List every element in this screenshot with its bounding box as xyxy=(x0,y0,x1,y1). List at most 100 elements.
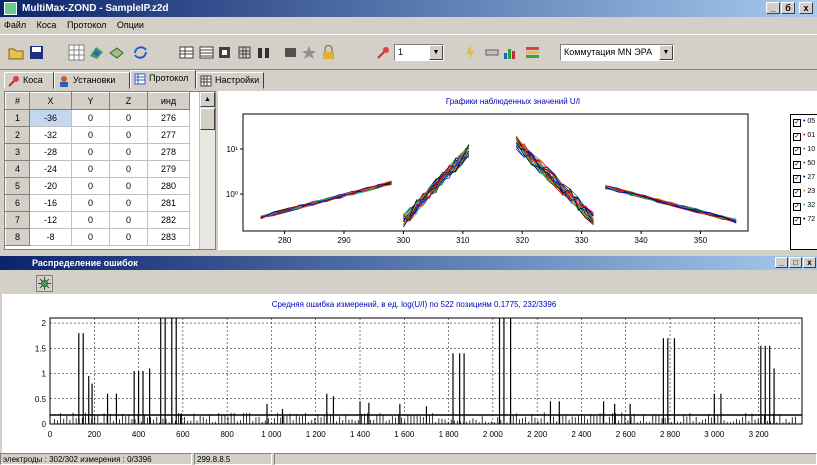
cell-y[interactable]: 0 xyxy=(71,109,110,127)
minimize-button[interactable]: _ xyxy=(766,2,780,14)
close-button[interactable]: x xyxy=(799,2,813,14)
cell-x[interactable]: -8 xyxy=(29,228,72,246)
palette-icon[interactable] xyxy=(524,44,541,61)
error-minimize-button[interactable]: _ xyxy=(775,257,788,268)
cell-index[interactable]: 2 xyxy=(5,126,30,144)
table-row[interactable]: 4 -24 0 0 279 xyxy=(5,160,190,178)
settings-gear-icon[interactable] xyxy=(36,275,53,292)
legend-item[interactable]: ✓ • 72 xyxy=(791,213,817,227)
cell-index[interactable]: 8 xyxy=(5,228,30,246)
cell-index[interactable]: 5 xyxy=(5,177,30,195)
binoculars-icon[interactable] xyxy=(255,44,272,61)
legend-item[interactable]: ✓ • 50 xyxy=(791,157,817,171)
lock-icon[interactable] xyxy=(320,44,337,61)
cell-ind[interactable]: 281 xyxy=(147,194,190,212)
cell-x[interactable]: -24 xyxy=(29,160,72,178)
cell-ind[interactable]: 280 xyxy=(147,177,190,195)
cell-z[interactable]: 0 xyxy=(109,126,148,144)
legend-checkbox[interactable]: ✓ xyxy=(793,119,801,127)
cell-x[interactable]: -28 xyxy=(29,143,72,161)
legend-checkbox[interactable]: ✓ xyxy=(793,175,801,183)
table-row[interactable]: 5 -20 0 0 280 xyxy=(5,177,190,195)
star-icon[interactable] xyxy=(301,44,318,61)
grid-toggle-icon[interactable] xyxy=(68,44,85,61)
cell-z[interactable]: 0 xyxy=(109,194,148,212)
table-row[interactable]: 8 -8 0 0 283 xyxy=(5,228,190,246)
cell-ind[interactable]: 276 xyxy=(147,109,190,127)
cell-ind[interactable]: 278 xyxy=(147,143,190,161)
tab-kosa[interactable]: Коса xyxy=(4,72,54,89)
tab-protocol[interactable]: Протокол xyxy=(130,70,196,89)
cell-y[interactable]: 0 xyxy=(71,194,110,212)
legend-item[interactable]: ✓ • 27 xyxy=(791,171,817,185)
table-alt-icon[interactable] xyxy=(198,44,215,61)
col-header-x[interactable]: X xyxy=(29,92,72,110)
table-row[interactable]: 6 -16 0 0 281 xyxy=(5,194,190,212)
cell-index[interactable]: 1 xyxy=(5,109,30,127)
cell-x[interactable]: -20 xyxy=(29,177,72,195)
protocol-table[interactable]: # X Y Z инд 1 -36 0 0 276 2 -32 0 0 277 3 -28 0 0 278 4… xyxy=(4,91,216,250)
scrollbar-thumb[interactable] xyxy=(200,108,215,130)
error-close-button[interactable]: x xyxy=(803,257,816,268)
col-header-y[interactable]: Y xyxy=(71,92,110,110)
table-row[interactable]: 7 -12 0 0 282 xyxy=(5,211,190,229)
cell-y[interactable]: 0 xyxy=(71,211,110,229)
legend-item[interactable]: ✓ • 01 xyxy=(791,129,817,143)
legend-checkbox[interactable]: ✓ xyxy=(793,203,801,211)
legend-checkbox[interactable]: ✓ xyxy=(793,133,801,141)
cell-x[interactable]: -32 xyxy=(29,126,72,144)
table-scrollbar[interactable]: ▲ xyxy=(199,92,215,249)
maximize-button[interactable]: б xyxy=(781,2,795,14)
legend-checkbox[interactable]: ✓ xyxy=(793,147,801,155)
cell-y[interactable]: 0 xyxy=(71,228,110,246)
col-header-index[interactable]: # xyxy=(5,92,30,110)
chevron-down-icon[interactable]: ▼ xyxy=(659,45,673,60)
cell-index[interactable]: 6 xyxy=(5,194,30,212)
block-icon[interactable] xyxy=(282,44,299,61)
cell-z[interactable]: 0 xyxy=(109,177,148,195)
commutation-combo[interactable]: Коммутация MN ЭРА ▼ xyxy=(560,44,674,61)
legend-checkbox[interactable]: ✓ xyxy=(793,161,801,169)
cell-x[interactable]: -16 xyxy=(29,194,72,212)
tab-installations[interactable]: Установки xyxy=(54,72,130,89)
cell-y[interactable]: 0 xyxy=(71,160,110,178)
grid-icon[interactable] xyxy=(236,44,253,61)
cell-y[interactable]: 0 xyxy=(71,177,110,195)
cell-index[interactable]: 4 xyxy=(5,160,30,178)
cell-ind[interactable]: 279 xyxy=(147,160,190,178)
legend-item[interactable]: ✓ • 32 xyxy=(791,199,817,213)
table-row[interactable]: 1 -36 0 0 276 xyxy=(5,109,190,127)
cell-z[interactable]: 0 xyxy=(109,228,148,246)
cell-z[interactable]: 0 xyxy=(109,160,148,178)
layers-icon[interactable] xyxy=(108,44,125,61)
cell-y[interactable]: 0 xyxy=(71,143,110,161)
refresh-icon[interactable] xyxy=(132,44,149,61)
error-maximize-button[interactable]: □ xyxy=(789,257,802,268)
electrode-pin-icon[interactable] xyxy=(375,44,392,61)
table-row[interactable]: 2 -32 0 0 277 xyxy=(5,126,190,144)
map-3d-icon[interactable] xyxy=(88,44,105,61)
legend-item[interactable]: ✓ • 23 xyxy=(791,185,817,199)
chevron-down-icon[interactable]: ▼ xyxy=(429,45,443,60)
scroll-up-icon[interactable]: ▲ xyxy=(200,92,215,107)
cell-index[interactable]: 3 xyxy=(5,143,30,161)
cell-y[interactable]: 0 xyxy=(71,126,110,144)
tab-settings[interactable]: Настройки xyxy=(196,72,264,89)
columns-icon[interactable] xyxy=(216,44,233,61)
menu-options[interactable]: Опции xyxy=(116,20,144,30)
menu-kosa[interactable]: Коса xyxy=(36,20,57,30)
cell-ind[interactable]: 277 xyxy=(147,126,190,144)
table-row[interactable]: 3 -28 0 0 278 xyxy=(5,143,190,161)
save-icon[interactable] xyxy=(28,44,45,61)
legend-item[interactable]: ✓ • 05 xyxy=(791,115,817,129)
table-icon[interactable] xyxy=(178,44,195,61)
cell-z[interactable]: 0 xyxy=(109,211,148,229)
legend-checkbox[interactable]: ✓ xyxy=(793,189,801,197)
cell-x[interactable]: -36 xyxy=(29,109,72,127)
legend-item[interactable]: ✓ • 10 xyxy=(791,143,817,157)
cell-z[interactable]: 0 xyxy=(109,143,148,161)
menu-protocol[interactable]: Протокол xyxy=(66,20,107,30)
col-header-z[interactable]: Z xyxy=(109,92,148,110)
open-icon[interactable] xyxy=(8,44,25,61)
cell-z[interactable]: 0 xyxy=(109,109,148,127)
